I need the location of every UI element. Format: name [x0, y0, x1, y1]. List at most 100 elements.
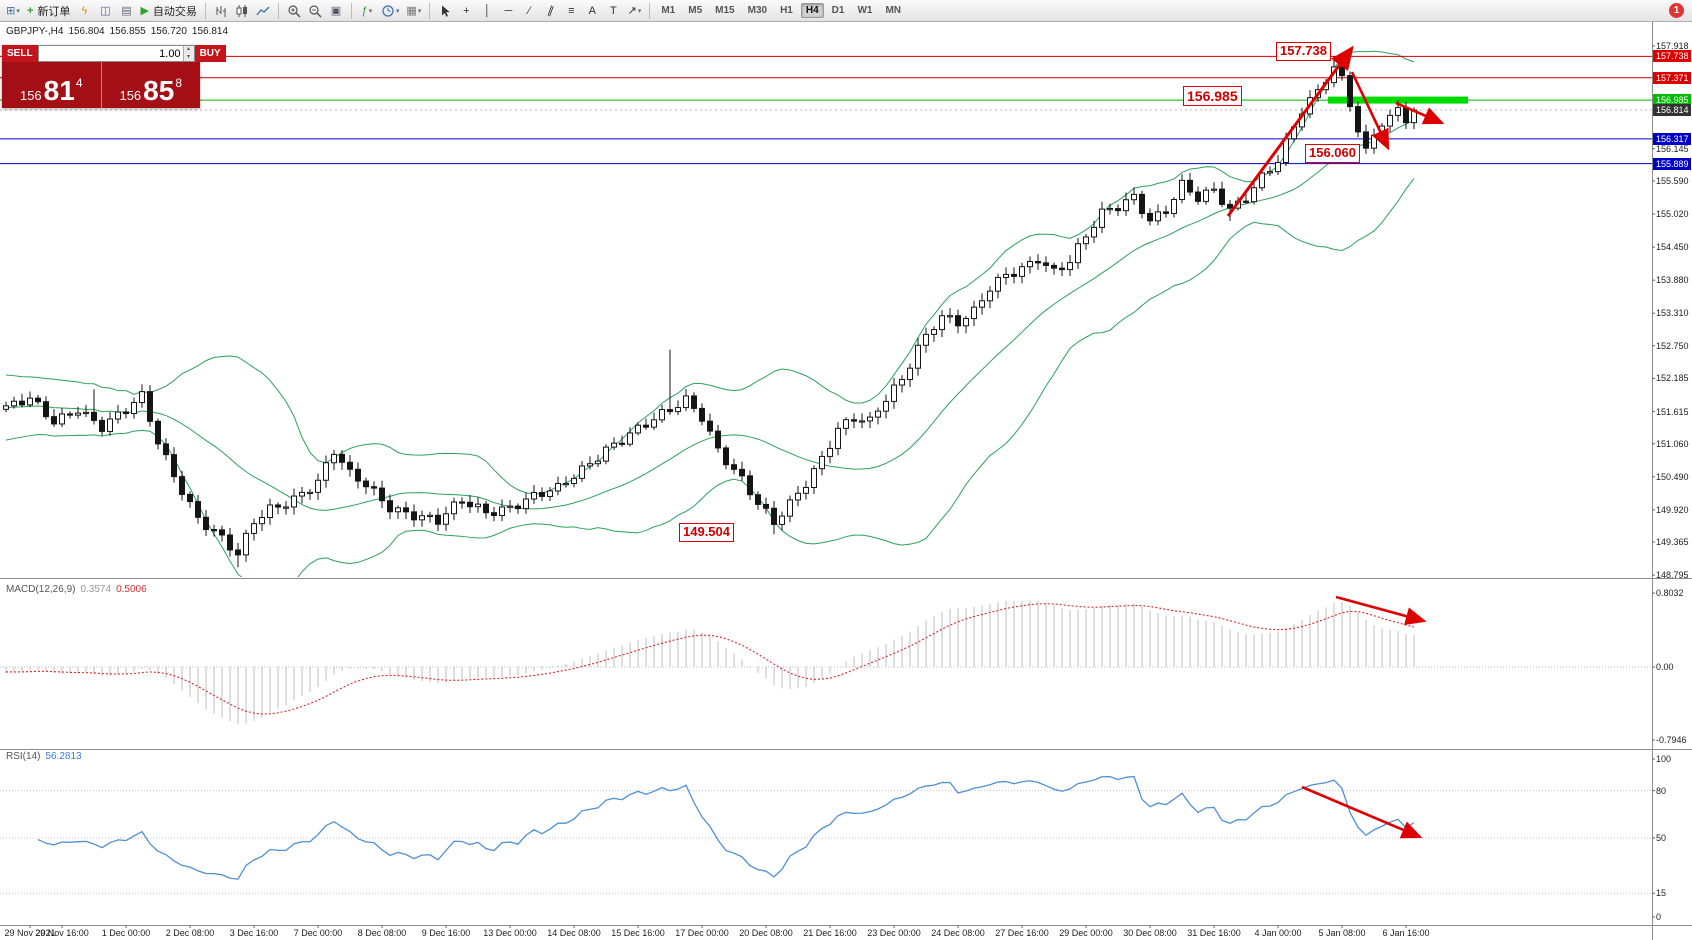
sell-price-sup: 4	[75, 76, 83, 90]
text-icon[interactable]: A	[588, 4, 597, 17]
price-axis-label: 155.020	[1656, 209, 1689, 220]
time-axis-label: 29 Nov 2021	[4, 928, 56, 938]
high-value: 156.855	[109, 26, 146, 37]
profiles-icon[interactable]: ◫	[100, 5, 111, 17]
crosshair-icon[interactable]: +	[463, 4, 470, 17]
macd-axis-label: -0.7946	[1656, 735, 1687, 746]
price-level-label-blue: 156.317	[1653, 132, 1691, 145]
buy-price-prefix: 156	[119, 87, 142, 103]
price-axis-label: 152.185	[1656, 373, 1689, 384]
lot-increase-button[interactable]: ▴	[183, 46, 194, 54]
time-axis-label: 24 Dec 08:00	[931, 928, 985, 938]
timeframe-m30-button[interactable]: M30	[747, 5, 768, 16]
time-axis-label: 1 Dec 00:00	[101, 928, 151, 938]
horizontal-line-icon[interactable]: ─	[504, 4, 513, 17]
trendline-icon[interactable]: ∕	[528, 4, 531, 17]
zoom-in-icon[interactable]	[284, 2, 304, 20]
periods-icon[interactable]: ▾	[378, 2, 403, 20]
price-axis-label: 149.920	[1656, 504, 1689, 515]
timeframe-mn-button[interactable]: MN	[885, 5, 902, 16]
price-axis-label: 153.310	[1656, 308, 1689, 319]
chevron-down-icon: ▾	[395, 7, 400, 15]
autotrading-button[interactable]: ▶ 自动交易	[140, 5, 197, 18]
lot-spinner[interactable]: ▴ ▾	[182, 46, 194, 61]
close-value: 156.814	[191, 26, 229, 37]
price-axis-label: 153.880	[1656, 275, 1689, 286]
price-annotation[interactable]: 149.504	[679, 523, 734, 542]
toolbar-separator	[204, 2, 206, 19]
zoom-out-icon[interactable]	[305, 2, 325, 20]
sell-tab-label[interactable]: SELL	[2, 45, 38, 62]
indicators-icon[interactable]: ƒ ▾	[361, 4, 373, 17]
price-axis-label: 148.795	[1656, 570, 1689, 581]
low-value: 156.720	[150, 26, 187, 37]
arrows-icon[interactable]: ↗ ▾	[627, 5, 642, 17]
price-axis-label: 152.750	[1656, 340, 1689, 351]
lot-size-input[interactable]	[38, 46, 183, 61]
notification-badge[interactable]: 1	[1669, 3, 1684, 18]
macd-indicator-label: MACD(12,26,9) 0.3574 0.5006	[6, 584, 147, 595]
rsi-value: 56.2813	[45, 751, 82, 762]
price-annotation[interactable]: 156.985	[1183, 86, 1242, 107]
channel-icon[interactable]: ∥	[545, 4, 555, 18]
price-annotation[interactable]: 157.738	[1276, 42, 1331, 61]
bolt-icon[interactable]: ϟ	[81, 4, 88, 17]
price-axis-label: 155.590	[1656, 175, 1689, 186]
tile-windows-icon[interactable]: ▣	[330, 5, 342, 17]
chevron-down-icon: ▾	[368, 7, 373, 15]
time-axis-label: 4 Jan 00:00	[1254, 928, 1302, 938]
toolbar-separator	[429, 2, 431, 19]
toolbar: ⊞ ▾ + 新订单 ϟ ◫ ▤ ▶ 自动交易 ▣ ƒ ▾ ▾ ▦ ▾ + │ ─ ∕ ∥ ≡ A T ↗ ▾ M1 M5 M15 M30…	[0, 0, 1692, 22]
bar-chart-icon[interactable]	[211, 2, 231, 20]
trade-panel-divider	[100, 62, 102, 108]
time-axis-label: 29 Nov 16:00	[35, 928, 89, 938]
timeframe-d1-button[interactable]: D1	[831, 5, 845, 16]
timeframe-h1-button[interactable]: H1	[780, 5, 793, 16]
line-chart-icon[interactable]	[253, 2, 273, 20]
label-icon[interactable]: T	[609, 4, 617, 17]
price-level-label-green: 156.985	[1653, 94, 1691, 107]
toolbar-separator	[277, 2, 279, 19]
timeframe-h4-button[interactable]: H4	[800, 3, 824, 18]
sell-price-button[interactable]: 156 81 4	[2, 62, 101, 108]
time-axis-label: 14 Dec 08:00	[547, 928, 601, 938]
price-axis-label: 151.060	[1656, 438, 1689, 449]
macd-signal-value: 0.5006	[116, 584, 147, 595]
timeframe-w1-button[interactable]: W1	[857, 5, 873, 16]
chevron-down-icon: ▾	[637, 7, 642, 15]
new-chart-icon[interactable]: ⊞ ▾	[6, 5, 20, 17]
price-level-label-red: 157.371	[1653, 71, 1691, 84]
new-order-button[interactable]: + 新订单	[27, 4, 71, 18]
fibonacci-icon[interactable]: ≡	[568, 4, 575, 17]
time-axis-label: 7 Dec 00:00	[293, 928, 343, 938]
price-axis-label: 157.918	[1656, 40, 1689, 51]
templates-icon[interactable]: ▦ ▾	[406, 5, 422, 17]
buy-tab-label[interactable]: BUY	[194, 45, 226, 62]
sell-price-big: 81	[43, 75, 75, 107]
timeframe-m1-button[interactable]: M1	[661, 5, 676, 16]
chevron-down-icon: ▾	[16, 7, 20, 15]
time-axis-label: 8 Dec 08:00	[357, 928, 407, 938]
rsi-axis-label: 15	[1656, 888, 1667, 899]
cursor-icon[interactable]	[435, 2, 455, 20]
macd-axis-label: 0.8032	[1656, 588, 1684, 599]
chart-ohlc-title: GBPJPY-,H4 156.804 156.855 156.720 156.814	[6, 26, 233, 37]
lot-size-field[interactable]: ▴ ▾	[37, 45, 195, 62]
lot-decrease-button[interactable]: ▾	[183, 53, 194, 61]
time-axis-label: 20 Dec 08:00	[739, 928, 793, 938]
rsi-indicator-label: RSI(14) 56.2813	[6, 751, 82, 762]
buy-price-button[interactable]: 156 85 8	[102, 62, 201, 108]
time-axis-label: 5 Jan 08:00	[1318, 928, 1366, 938]
market-watch-icon[interactable]: ▤	[121, 5, 132, 17]
timeframe-m5-button[interactable]: M5	[688, 5, 703, 16]
vertical-line-icon[interactable]: │	[483, 4, 491, 17]
time-axis-label: 23 Dec 00:00	[867, 928, 921, 938]
time-axis-label: 13 Dec 00:00	[483, 928, 537, 938]
timeframe-m15-button[interactable]: M15	[715, 5, 735, 16]
symbol-period-label: GBPJPY-,H4	[6, 26, 64, 37]
candle-chart-icon[interactable]	[232, 2, 252, 20]
price-annotation[interactable]: 156.060	[1305, 144, 1360, 163]
price-axis-label: 154.450	[1656, 242, 1689, 253]
